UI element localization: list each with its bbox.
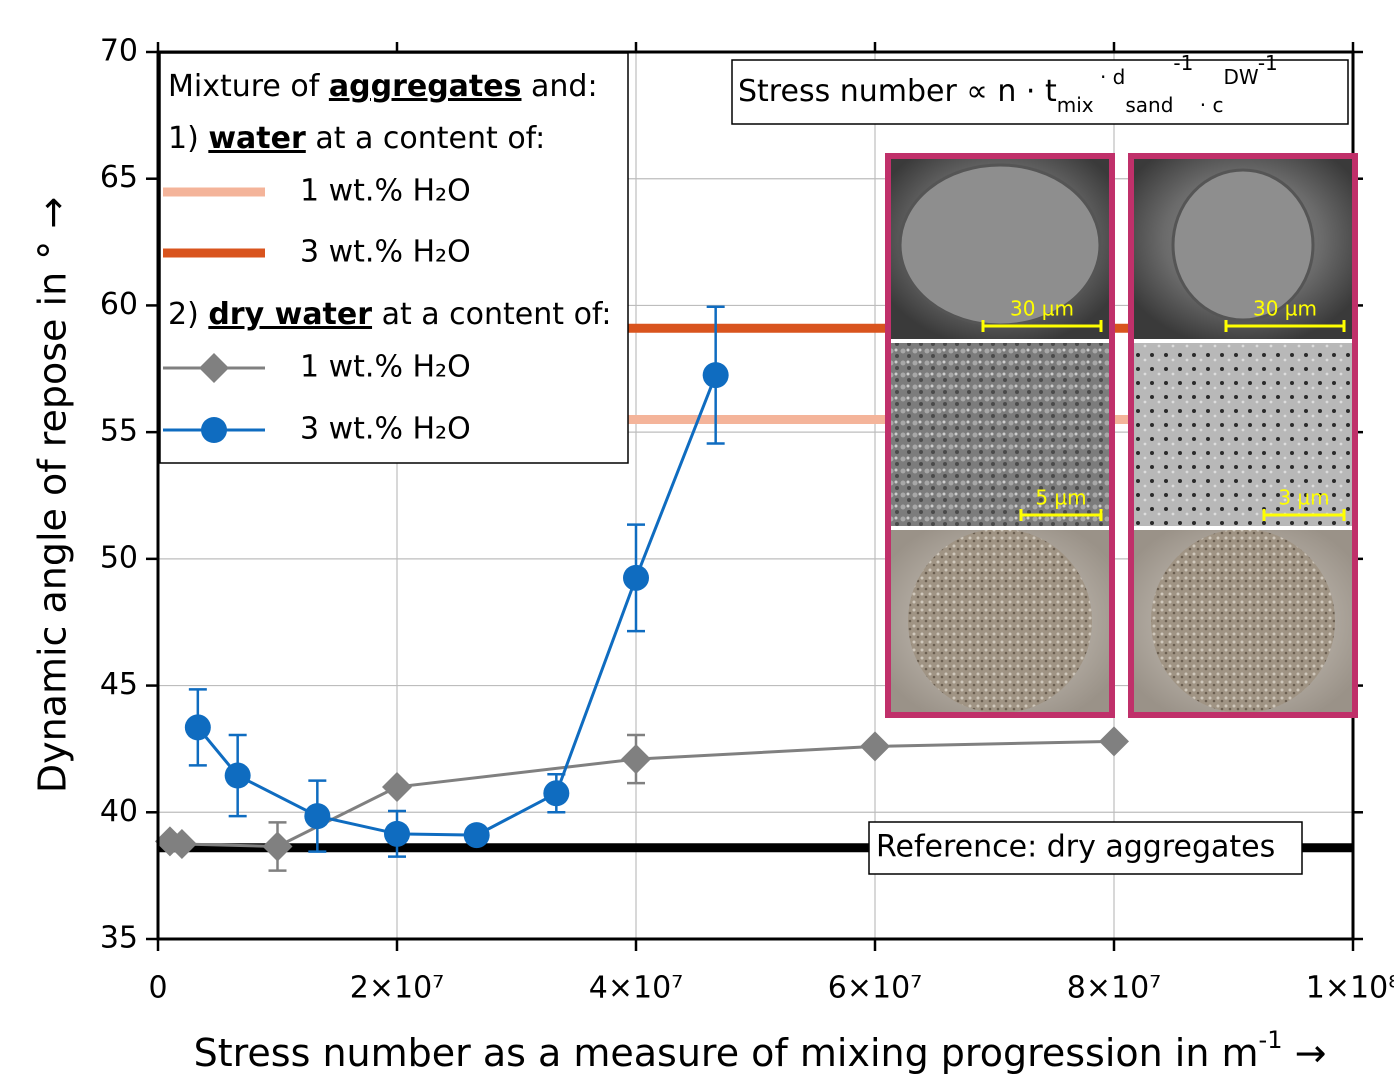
y-tick-label: 35 [100, 921, 138, 956]
legend-group-heading: 1) water at a content of: [168, 121, 545, 156]
y-tick-label: 50 [100, 540, 138, 575]
legend-text-part: water [208, 121, 306, 156]
legend-label: 1 wt.% H₂O [300, 350, 471, 385]
marker [201, 417, 227, 443]
legend-text-part: at a content of: [372, 297, 612, 332]
marker [543, 780, 569, 806]
legend-text-part: at a content of: [306, 121, 546, 156]
x-axis-title-part: Stress number as a measure of mixing pro… [194, 1031, 1259, 1075]
photo-sample [1151, 529, 1335, 713]
annotation-part: DW [1223, 65, 1258, 89]
marker [464, 822, 490, 848]
x-axis-title-part: → [1282, 1031, 1326, 1075]
annotation-part: -1 [1258, 51, 1278, 75]
x-tick-label: 2×10⁷ [350, 971, 444, 1006]
marker [621, 744, 651, 774]
photo-sample [908, 529, 1092, 713]
annotation-part: Stress number ∝ n · t [738, 74, 1057, 109]
annotation-part: · d [1094, 65, 1126, 89]
marker [263, 831, 293, 861]
legend-label: 3 wt.% H₂O [300, 412, 471, 447]
reference-label: Reference: dry aggregates [876, 830, 1275, 865]
x-tick-label: 4×10⁷ [589, 971, 683, 1006]
legend-label: 3 wt.% H₂O [300, 235, 471, 270]
x-tick-label: 6×10⁷ [828, 971, 922, 1006]
y-axis-title: Dynamic angle of repose in ° → [31, 197, 75, 793]
x-tick-label: 1×10⁸ [1306, 971, 1394, 1006]
legend-text-part: 1) [168, 121, 208, 156]
y-tick-label: 60 [100, 287, 138, 322]
x-axis-title-part: -1 [1259, 1026, 1283, 1054]
annotation-part: sand [1125, 93, 1173, 117]
scale-label: 5 µm [1035, 486, 1086, 510]
marker [1099, 726, 1129, 756]
marker [860, 731, 890, 761]
x-tick-label: 8×10⁷ [1067, 971, 1161, 1006]
scale-label: 30 µm [1010, 297, 1074, 321]
page: 35 40 45 50 55 60 65 70 0 2×10⁷ 4×10⁷ 6×10⁷ 8×10⁷ 1×1… [0, 0, 1394, 1083]
y-tick-label: 55 [100, 414, 138, 449]
legend-text-part: and: [521, 69, 597, 104]
marker [304, 803, 330, 829]
annotation-part: mix [1057, 93, 1094, 117]
annotation-part: -1 [1173, 51, 1193, 75]
marker [623, 565, 649, 591]
x-tick-label: 0 [148, 971, 167, 1006]
y-tick-label: 65 [100, 160, 138, 195]
marker [384, 821, 410, 847]
legend-text-part: dry water [208, 297, 372, 332]
legend-text-part: aggregates [329, 69, 522, 104]
y-tick-label: 45 [100, 667, 138, 702]
y-tick-label: 40 [100, 794, 138, 829]
y-tick-label: 70 [100, 34, 138, 69]
legend-group-heading: 2) dry water at a content of: [168, 297, 612, 332]
marker [185, 714, 211, 740]
legend-text-part: 2) [168, 297, 208, 332]
chart: 35 40 45 50 55 60 65 70 0 2×10⁷ 4×10⁷ 6×10⁷ 8×10⁷ 1×1… [0, 0, 1394, 1083]
x-axis-title: Stress number as a measure of mixing pro… [194, 1026, 1327, 1075]
scale-label: 30 µm [1253, 297, 1317, 321]
marker [382, 772, 412, 802]
marker [225, 763, 251, 789]
legend-text-part: Mixture of [168, 69, 329, 104]
annotation-part: · c [1193, 93, 1223, 117]
scale-label: 3 µm [1278, 486, 1329, 510]
legend-label: 1 wt.% H₂O [300, 174, 471, 209]
marker [703, 362, 729, 388]
legend-heading: Mixture of aggregates and: [168, 69, 598, 104]
